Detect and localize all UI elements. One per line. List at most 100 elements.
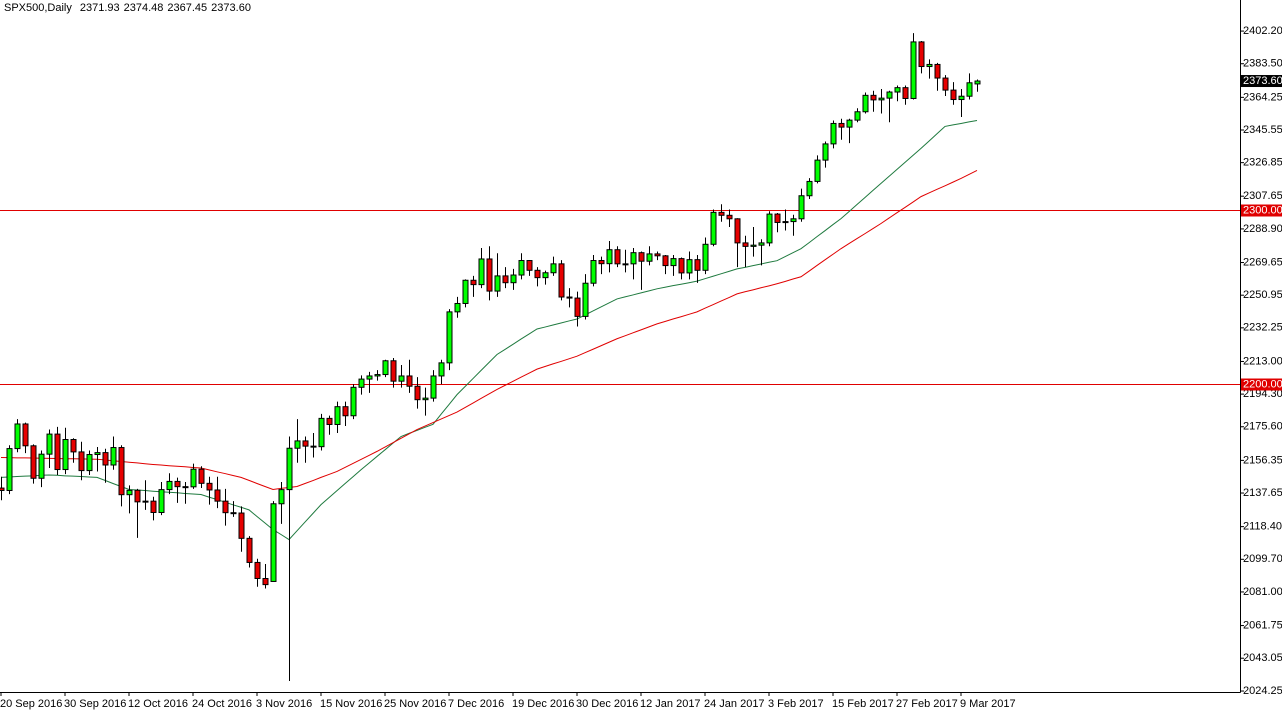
candle-body	[534, 269, 541, 279]
candle-body	[318, 417, 325, 448]
level-label-box	[1241, 204, 1282, 217]
y-tick-label: 2250.95	[1243, 289, 1282, 301]
candle-body	[454, 302, 461, 313]
candle-body	[206, 482, 213, 491]
candle-body	[526, 260, 533, 271]
header-open: 2371.93	[80, 2, 120, 14]
x-tick-label: 3 Feb 2017	[768, 698, 824, 710]
candle-body	[118, 447, 125, 496]
x-tick-label: 15 Feb 2017	[832, 698, 894, 710]
candle-body	[654, 253, 661, 257]
candle-body	[310, 445, 317, 448]
x-tick-label: 20 Sep 2016	[0, 698, 62, 710]
candle-body	[742, 242, 749, 247]
candle-body	[974, 80, 981, 85]
candle-body	[758, 242, 765, 246]
candle-body	[462, 279, 469, 304]
level-label: 2200.00	[1243, 378, 1282, 390]
x-tick-label: 19 Dec 2016	[512, 698, 574, 710]
candle-body	[486, 258, 493, 292]
candle-body	[38, 453, 45, 479]
candle-body	[574, 297, 581, 317]
y-tick-label: 2326.85	[1243, 157, 1282, 169]
y-tick-label: 2099.70	[1243, 553, 1282, 565]
x-tick-label: 30 Sep 2016	[64, 698, 126, 710]
candle-body	[414, 385, 421, 401]
y-tick-label: 2194.30	[1243, 388, 1282, 400]
candle-body	[750, 244, 757, 247]
candle-body	[966, 82, 973, 97]
y-tick-label: 2364.25	[1243, 91, 1282, 103]
candle-body	[766, 213, 773, 244]
candle-body	[30, 445, 37, 479]
candle-body	[254, 561, 261, 580]
candle-body	[950, 89, 957, 101]
candle-body	[22, 423, 29, 447]
header-low: 2367.45	[167, 2, 207, 14]
candle-body	[790, 218, 797, 223]
candle-body	[62, 439, 69, 471]
candle-body	[326, 417, 333, 425]
x-tick-label: 7 Dec 2016	[448, 698, 504, 710]
candle-body	[478, 258, 485, 286]
last-price-box	[1241, 75, 1282, 88]
candle-body	[14, 423, 21, 450]
y-tick-label: 2043.05	[1243, 652, 1282, 664]
x-tick-label: 15 Nov 2016	[320, 698, 382, 710]
candle-body	[494, 275, 501, 292]
candle-body	[622, 263, 629, 266]
candle-body	[510, 274, 517, 284]
candle-body	[926, 63, 933, 68]
level-label: 2300.00	[1243, 204, 1282, 216]
candle-body	[638, 252, 645, 262]
candle-body	[70, 439, 77, 453]
x-tick-label: 12 Jan 2017	[640, 698, 701, 710]
candle-body	[870, 94, 877, 101]
y-tick-label: 2213.00	[1243, 355, 1282, 367]
candle-body	[134, 489, 141, 503]
candle-body	[470, 279, 477, 286]
candle-body	[918, 41, 925, 68]
candle-body	[582, 282, 589, 317]
candle-body	[878, 97, 885, 101]
y-tick-label: 2137.65	[1243, 487, 1282, 499]
candle-body	[0, 487, 5, 491]
candle-body	[670, 258, 677, 267]
candle-body	[422, 397, 429, 401]
levels	[0, 210, 1240, 385]
candle-body	[390, 360, 397, 382]
candle-body	[606, 249, 613, 265]
y-tick-label: 2024.25	[1243, 685, 1282, 697]
candle-body	[102, 452, 109, 466]
candle-body	[6, 448, 13, 491]
candle-body	[294, 440, 301, 449]
candle-body	[646, 253, 653, 262]
candle-body	[174, 480, 181, 488]
candle-body	[334, 406, 341, 425]
candle-body	[550, 263, 557, 274]
candle-body	[614, 249, 621, 265]
candle-body	[286, 447, 293, 491]
y-tick-label: 2061.75	[1243, 619, 1282, 631]
candle-body	[718, 211, 725, 216]
candle-body	[446, 311, 453, 364]
candle-body	[246, 537, 253, 563]
candle-body	[598, 260, 605, 265]
candle-body	[142, 500, 149, 503]
candle-body	[78, 451, 85, 472]
candle-body	[710, 211, 717, 245]
candle-body	[358, 378, 365, 388]
candle-body	[662, 255, 669, 267]
candle-body	[934, 63, 941, 79]
x-tick-label: 12 Oct 2016	[128, 698, 188, 710]
candle-body	[342, 406, 349, 417]
candle-body	[110, 447, 117, 466]
candle-body	[910, 41, 917, 99]
candle-body	[222, 500, 229, 514]
chart-header: SPX500,Daily 2371.93 2374.48 2367.45 2373.60	[4, 2, 251, 14]
candle-body	[502, 275, 509, 284]
candle-body	[694, 259, 701, 271]
